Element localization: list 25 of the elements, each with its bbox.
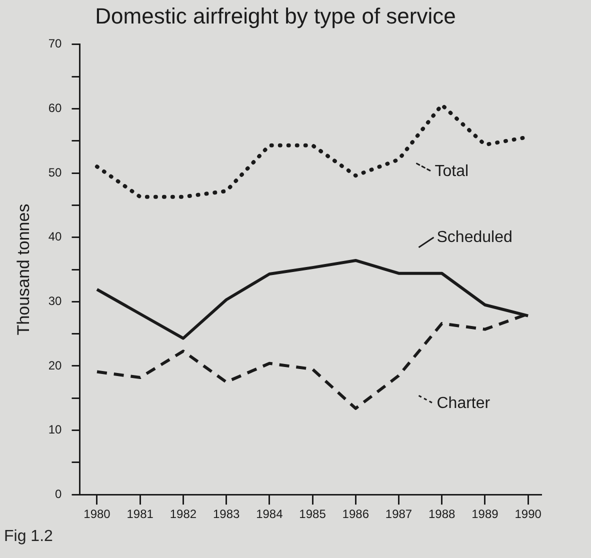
- caption: Fig 1.2: [4, 528, 53, 546]
- legend-label: Scheduled: [436, 228, 512, 246]
- y-tick-label: 10: [48, 422, 62, 437]
- x-tick-label: 1988: [428, 507, 456, 522]
- x-tick-label: 1985: [299, 507, 326, 522]
- x-tick-label: 1981: [126, 507, 154, 522]
- x-tick-label: 1986: [342, 507, 370, 522]
- x-tick-label: 1990: [514, 507, 542, 522]
- y-tick-label: 0: [55, 486, 62, 501]
- x-tick-label: 1984: [256, 507, 284, 522]
- y-tick-label: 20: [48, 358, 62, 372]
- y-tick-label: 70: [48, 36, 62, 51]
- x-tick-label: 1983: [212, 507, 240, 522]
- legend-label: Total: [434, 162, 469, 180]
- y-tick-label: 60: [48, 101, 62, 116]
- x-tick-label: 1982: [170, 507, 197, 522]
- x-tick-label: 1987: [385, 507, 412, 522]
- y-tick-label: 50: [48, 165, 62, 180]
- y-tick-label: 40: [48, 230, 62, 244]
- legend-label: Charter: [436, 395, 491, 412]
- x-tick-label: 1989: [472, 507, 499, 522]
- y-tick-label: 30: [48, 294, 62, 308]
- y-axis-title: Thousand tonnes: [14, 204, 33, 336]
- x-tick-label: 1980: [84, 507, 111, 522]
- chart-title: Domestic airfreight by type of service: [95, 3, 456, 28]
